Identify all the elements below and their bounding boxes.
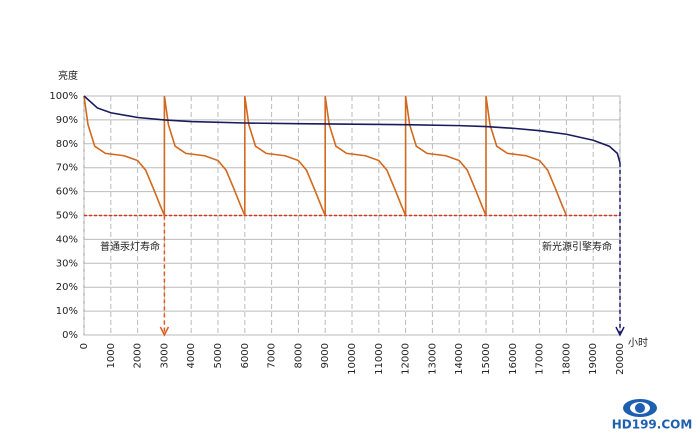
line bbox=[83, 95, 621, 164]
x-tick-label: 1000 bbox=[106, 343, 117, 368]
y-tick-label: 30% bbox=[56, 258, 78, 269]
y-tick-label: 20% bbox=[56, 282, 78, 293]
x-tick-label: 18000 bbox=[561, 343, 572, 375]
watermark-logo bbox=[623, 399, 657, 417]
y-tick-label: 10% bbox=[56, 306, 78, 317]
annotation: 新光源引擎寿命 bbox=[542, 240, 612, 253]
arrow-head bbox=[159, 326, 170, 337]
y-tick-label: 0% bbox=[62, 330, 78, 341]
x-tick-label: 10000 bbox=[347, 343, 358, 375]
arrow-head bbox=[615, 326, 625, 337]
y-tick-label: 60% bbox=[56, 187, 78, 198]
x-tick-label: 7000 bbox=[267, 343, 278, 368]
line bbox=[83, 95, 568, 216]
y-tick-label: 40% bbox=[56, 234, 78, 245]
x-tick-label: 8000 bbox=[293, 343, 304, 368]
x-tick-label: 0 bbox=[79, 343, 90, 349]
x-tick-label: 17000 bbox=[535, 343, 546, 375]
y-axis-label: 亮度 bbox=[58, 69, 78, 82]
x-tick-label: 20000 bbox=[615, 343, 626, 375]
x-tick-label: 14000 bbox=[454, 343, 465, 375]
x-tick-label: 15000 bbox=[481, 343, 492, 375]
y-tick-label: 70% bbox=[56, 163, 78, 174]
x-tick-label: 6000 bbox=[240, 343, 251, 368]
x-tick-label: 5000 bbox=[213, 343, 224, 368]
x-tick-label: 3000 bbox=[159, 343, 170, 368]
annotation: 普通汞灯寿命 bbox=[100, 240, 160, 253]
x-tick-label: 2000 bbox=[133, 343, 144, 368]
x-tick-label: 9000 bbox=[320, 343, 331, 368]
x-tick-label: 11000 bbox=[374, 343, 385, 375]
watermark: HD199.COM bbox=[612, 418, 693, 432]
y-tick-label: 50% bbox=[56, 211, 78, 222]
x-tick-label: 19000 bbox=[588, 343, 599, 375]
x-tick-label: 12000 bbox=[401, 343, 412, 375]
y-tick-label: 90% bbox=[56, 115, 78, 126]
x-tick-label: 16000 bbox=[508, 343, 519, 375]
y-tick-label: 100% bbox=[49, 91, 78, 102]
x-tick-label: 13000 bbox=[427, 343, 438, 375]
x-axis-label: 小时 bbox=[628, 337, 648, 349]
y-tick-label: 80% bbox=[56, 139, 78, 150]
x-tick-label: 4000 bbox=[186, 343, 197, 368]
